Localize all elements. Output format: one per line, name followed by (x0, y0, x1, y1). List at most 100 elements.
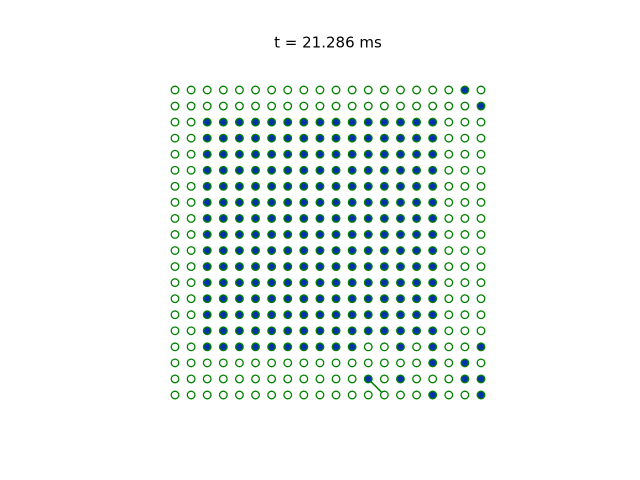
node (283, 213, 293, 223)
node (234, 165, 244, 175)
node (283, 342, 293, 352)
node (267, 358, 277, 368)
node (444, 101, 454, 111)
node (315, 374, 325, 384)
node (428, 278, 438, 288)
node (283, 246, 293, 255)
node (170, 133, 180, 143)
node (476, 374, 486, 384)
node (186, 310, 196, 320)
node (428, 326, 438, 336)
node (267, 326, 277, 336)
node (428, 117, 438, 127)
node (331, 230, 341, 239)
node (170, 374, 180, 384)
node (460, 390, 470, 400)
node (412, 213, 422, 223)
node (202, 133, 212, 143)
node (251, 101, 260, 111)
node (202, 85, 212, 95)
node (412, 101, 422, 111)
node (347, 181, 357, 191)
node (428, 133, 438, 143)
node (460, 85, 470, 95)
node (234, 149, 244, 159)
node (283, 278, 293, 288)
node (234, 213, 244, 223)
node (251, 326, 260, 336)
node (315, 294, 325, 304)
node (267, 197, 277, 207)
node (251, 230, 260, 239)
node (428, 197, 438, 207)
node (428, 213, 438, 223)
node (444, 278, 454, 288)
node (428, 149, 438, 159)
node (379, 246, 389, 255)
node (412, 342, 422, 352)
node (379, 85, 389, 95)
node (299, 101, 309, 111)
node (412, 358, 422, 368)
node (170, 149, 180, 159)
node (347, 101, 357, 111)
node (251, 181, 260, 191)
node (444, 374, 454, 384)
node (234, 117, 244, 127)
node (299, 197, 309, 207)
node (428, 374, 438, 384)
node (202, 149, 212, 159)
node (251, 294, 260, 304)
node (202, 374, 212, 384)
node (234, 342, 244, 352)
node (476, 149, 486, 159)
node (251, 390, 260, 400)
node (299, 262, 309, 272)
node (460, 149, 470, 159)
node (396, 374, 405, 384)
node (331, 390, 341, 400)
node (267, 262, 277, 272)
node (283, 294, 293, 304)
node (363, 117, 373, 127)
node (444, 358, 454, 368)
node (347, 358, 357, 368)
node (283, 262, 293, 272)
node (412, 374, 422, 384)
node (186, 197, 196, 207)
node (170, 101, 180, 111)
node (363, 85, 373, 95)
node (267, 133, 277, 143)
node (363, 165, 373, 175)
node (186, 262, 196, 272)
node (299, 230, 309, 239)
node (460, 181, 470, 191)
node (396, 310, 405, 320)
node (186, 358, 196, 368)
node (283, 117, 293, 127)
node (218, 197, 228, 207)
node (283, 165, 293, 175)
node (428, 310, 438, 320)
node (444, 326, 454, 336)
node (428, 342, 438, 352)
title: t = 21.286 ms (274, 34, 382, 52)
node (218, 390, 228, 400)
node (315, 310, 325, 320)
node (202, 197, 212, 207)
node (460, 262, 470, 272)
node (170, 246, 180, 255)
node (444, 262, 454, 272)
node (218, 342, 228, 352)
node (331, 197, 341, 207)
node (218, 117, 228, 127)
node (170, 278, 180, 288)
node (251, 133, 260, 143)
node (444, 165, 454, 175)
node (428, 181, 438, 191)
node (476, 181, 486, 191)
node (396, 326, 405, 336)
node (299, 374, 309, 384)
node (476, 246, 486, 255)
